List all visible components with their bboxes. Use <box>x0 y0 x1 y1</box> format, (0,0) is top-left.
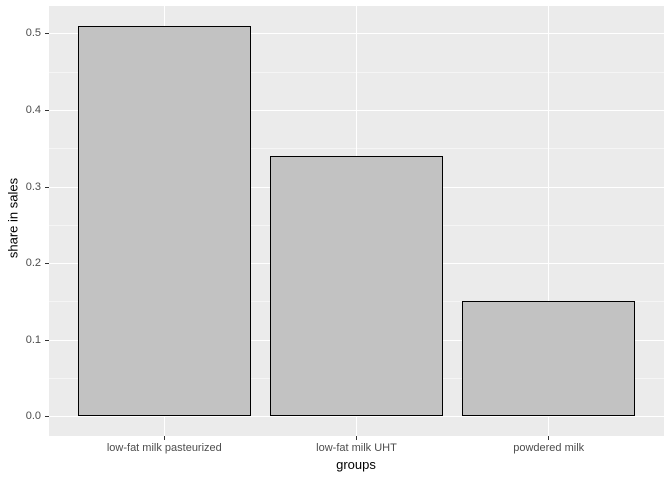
x-tick-mark <box>356 436 357 440</box>
y-axis-title: share in sales <box>5 177 21 259</box>
x-tick-mark <box>548 436 550 440</box>
bar-low-fat-milk-uht <box>270 155 443 417</box>
x-tick-label-low-fat-milk-uht: low-fat milk UHT <box>316 442 397 454</box>
x-tick-label-low-fat-milk-pasteurized: low-fat milk pasteurized <box>106 442 222 454</box>
bar-low-fat-milk-pasteurized <box>77 25 251 417</box>
y-tick-mark <box>45 33 49 35</box>
bar-powdered-milk <box>462 301 636 417</box>
y-tick-mark <box>45 186 49 188</box>
y-tick-label: 0.4 <box>25 103 41 116</box>
y-tick-mark <box>45 109 49 111</box>
x-tick-mark <box>163 436 165 440</box>
y-tick-label: 0.2 <box>25 257 41 270</box>
x-gridline <box>548 6 550 436</box>
y-tick-label: 0.5 <box>25 27 41 40</box>
plot-panel <box>49 6 664 436</box>
y-tick-label: 0.0 <box>25 410 41 423</box>
x-axis-title: groups <box>336 457 376 472</box>
y-tick-mark <box>45 339 49 341</box>
y-tick-label: 0.1 <box>25 333 41 346</box>
y-tick-label: 0.3 <box>25 180 41 193</box>
y-tick-mark <box>45 416 49 418</box>
x-tick-label-powdered-milk: powdered milk <box>513 442 585 454</box>
y-tick-mark <box>45 263 49 265</box>
